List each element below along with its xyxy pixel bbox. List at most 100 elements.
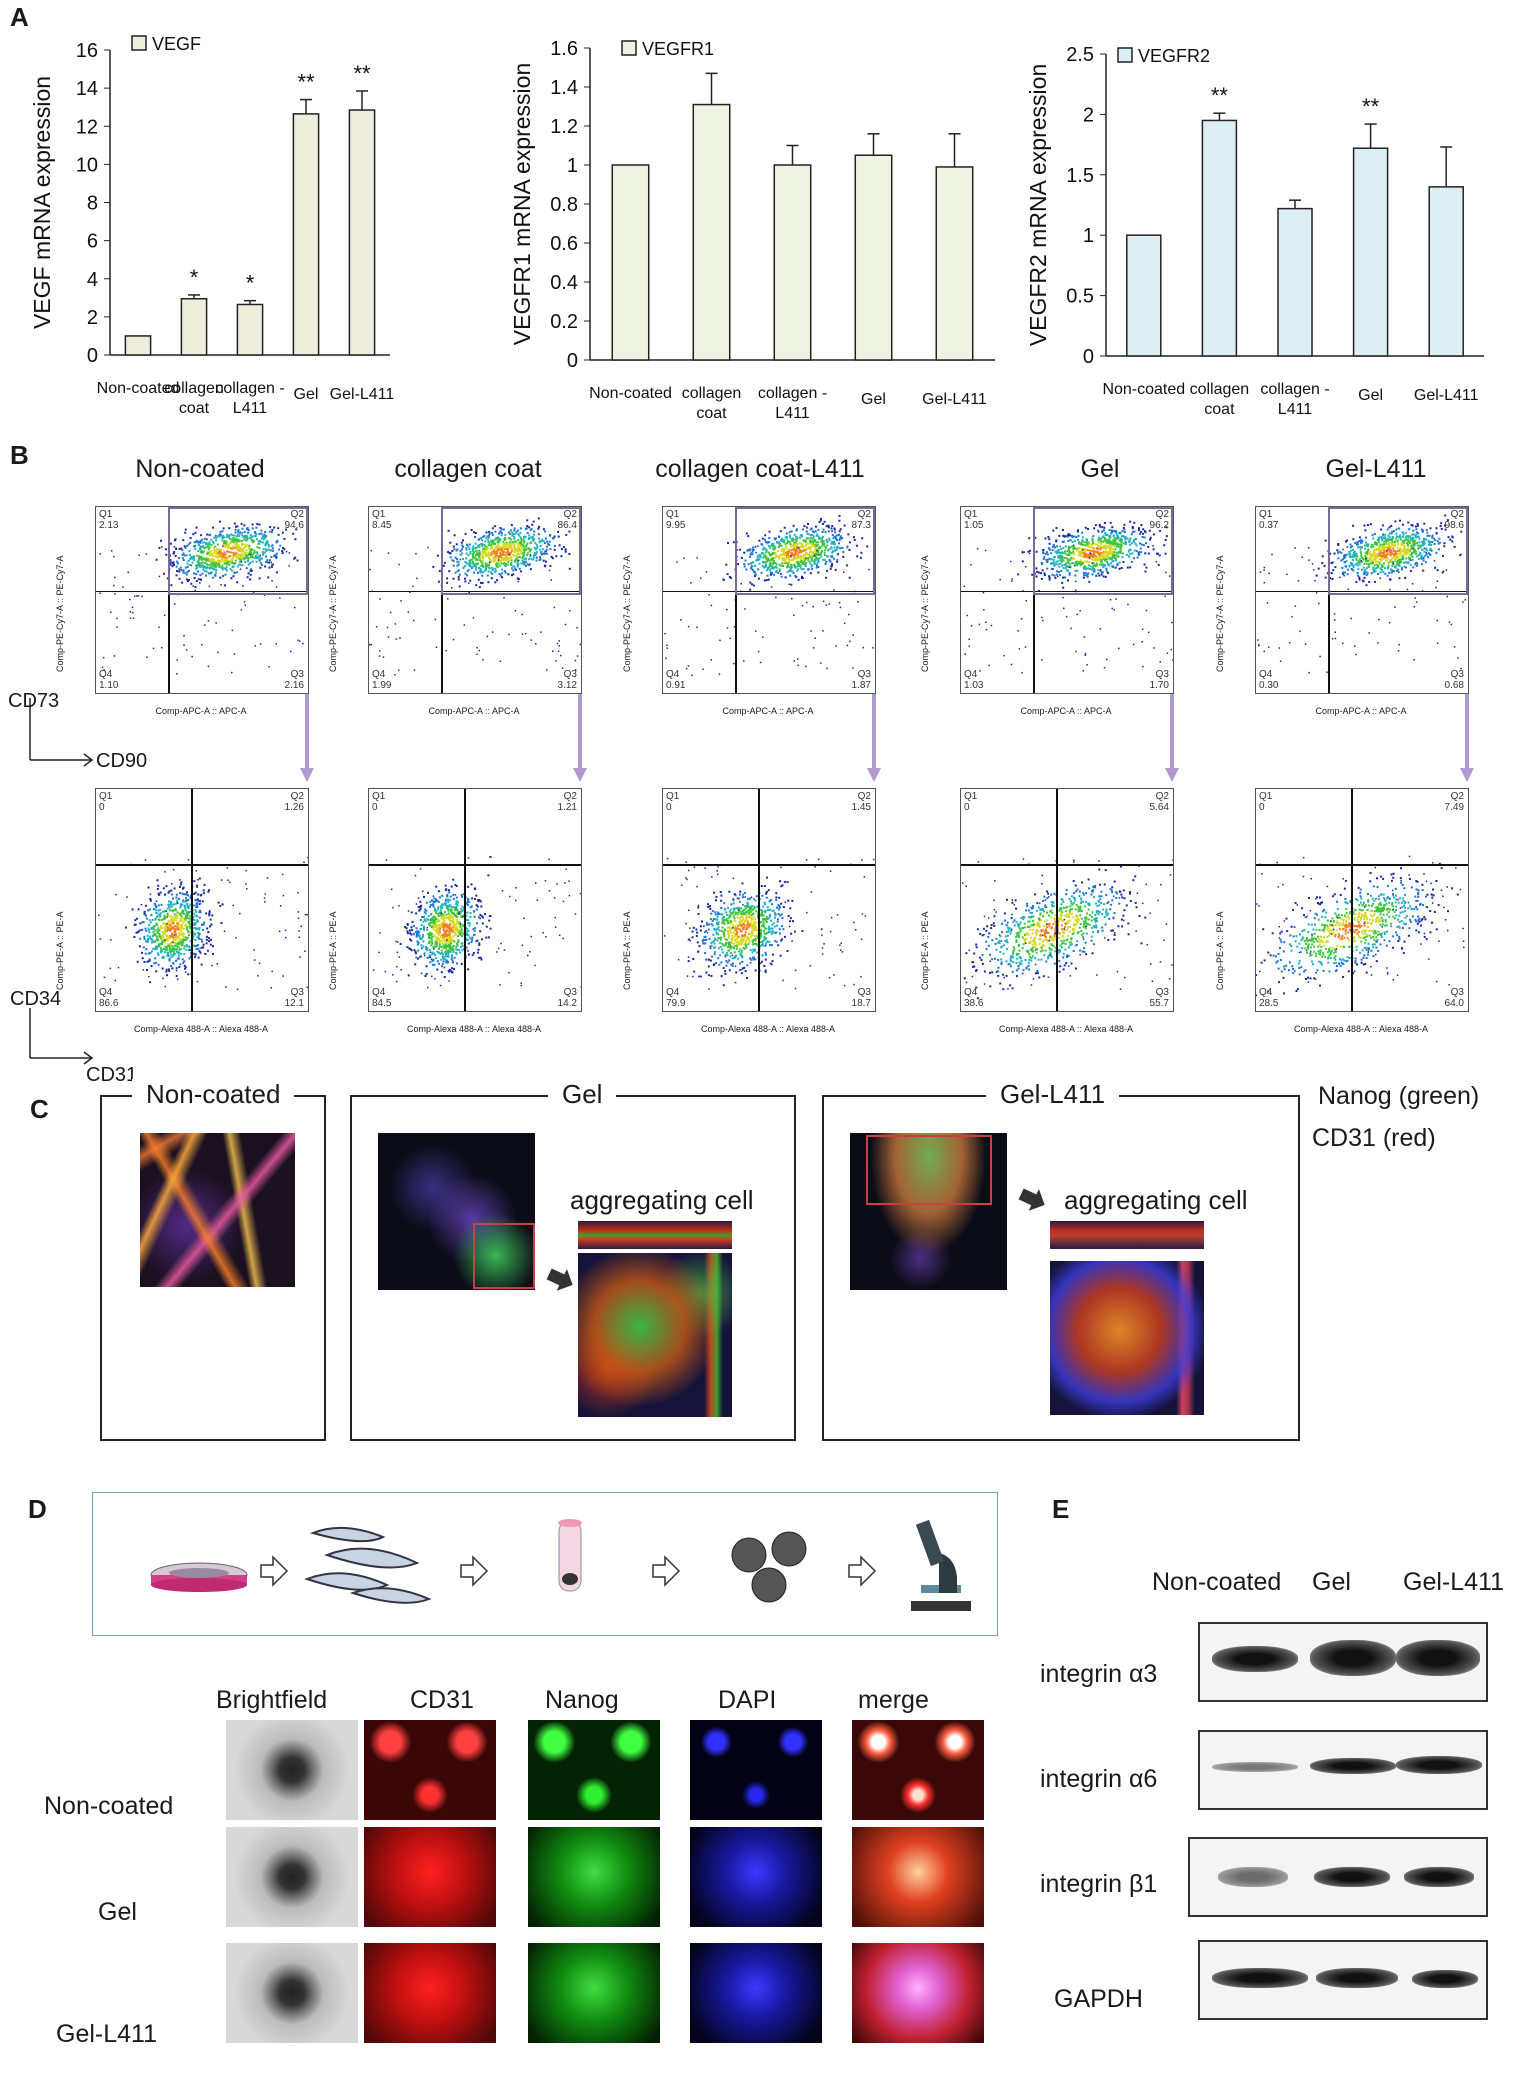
- scatter-points: [961, 858, 1173, 1000]
- panel-c-gel-l411-title: Gel-L411: [986, 1079, 1120, 1110]
- bar: [854, 154, 893, 361]
- flow-x-axis-label: Comp-Alexa 488-A :: Alexa 488-A: [1293, 1024, 1429, 1034]
- cd31-axis-label: CD31: [86, 1064, 138, 1086]
- legend-swatch: [1117, 47, 1133, 63]
- gel-l411-zoom-box: [866, 1135, 992, 1205]
- flow-x-axis-label: Comp-APC-A :: APC-A: [1315, 706, 1407, 716]
- workflow-box: [92, 1492, 998, 1636]
- quadrant-q1-value: Q1 9.95: [666, 509, 686, 531]
- scatter-points: [963, 520, 1173, 674]
- q2-gate: [1033, 507, 1173, 595]
- flow-plot-top-5: Q1 0.37 Q2 98.6 Q3 0.68 Q4 0.30: [1255, 506, 1469, 694]
- flow-y-axis-label: Comp-PE-Cy7-A :: PE-Cy7-A: [55, 555, 65, 672]
- spheroid-icon: [731, 1531, 807, 1603]
- y-tick-label: 1: [567, 155, 578, 177]
- d-row-gel-l411: Gel-L411: [56, 2020, 157, 2048]
- d-row-noncoated: Non-coated: [44, 1792, 174, 1820]
- flow-plot-top-1: Q1 2.13 Q2 94.6 Q3 2.16 Q4 1.10: [95, 506, 309, 694]
- gate-vertical-line: [735, 507, 737, 693]
- d-col-nanog: Nanog: [545, 1686, 619, 1714]
- legend-label: VEGFR2: [1138, 46, 1210, 66]
- d-col-brightfield: Brightfield: [216, 1686, 328, 1714]
- flow-y-axis-label: Comp-PE-Cy7-A :: PE-Cy7-A: [328, 555, 338, 672]
- quadrant-q4-value: Q4 28.5: [1259, 987, 1279, 1009]
- quadrant-q2-value: Q2 94.6: [284, 509, 304, 531]
- quadrant-q2-value: Q2 1.26: [284, 791, 304, 813]
- e-row-integrin-a6: integrin α6: [1040, 1765, 1158, 1793]
- cd31-legend: CD31 (red): [1312, 1124, 1436, 1152]
- workflow-diagram: [150, 1519, 971, 1611]
- x-tick-label: collagen -: [1260, 381, 1329, 398]
- gate-arrow-icon: [573, 694, 587, 789]
- blot-integrin-a6: [1198, 1730, 1488, 1810]
- bar: [1352, 147, 1389, 357]
- quadrant-q3-value: Q3 1.87: [851, 669, 871, 691]
- d-col-cd31: CD31: [410, 1686, 474, 1714]
- q2-gate: [1328, 507, 1468, 595]
- cells-icon: [304, 1526, 432, 1604]
- bar: [773, 164, 812, 361]
- quadrant-q2-value: Q2 87.3: [851, 509, 871, 531]
- workflow-arrow-3: [652, 1555, 681, 1587]
- workflow-arrow-2: [460, 1555, 489, 1587]
- gate-horizontal-line: [663, 864, 875, 866]
- d-tile-brightfield-row3: [226, 1943, 358, 2043]
- blot-integrin-b1: [1188, 1837, 1488, 1917]
- scatter-points: [372, 856, 581, 989]
- d-tile-brightfield-row2: [226, 1827, 358, 1927]
- tube-icon: [558, 1519, 582, 1592]
- flow-x-axis-label: Comp-APC-A :: APC-A: [155, 706, 247, 716]
- quadrant-q4-value: Q4 1.03: [964, 669, 984, 691]
- quadrant-q1-value: Q1 0: [372, 791, 386, 813]
- d-tile-cd31-row2: [364, 1827, 496, 1927]
- x-tick-label: collagen: [164, 380, 224, 397]
- quadrant-q2-value: Q2 1.45: [851, 791, 871, 813]
- q2-gate: [735, 507, 875, 595]
- gate-arrow-icon: [867, 694, 881, 789]
- gate-arrow-icon: [1460, 694, 1474, 789]
- quadrant-q4-value: Q4 1.99: [372, 669, 392, 691]
- quadrant-q3-value: Q3 2.16: [284, 669, 304, 691]
- flow-plot-top-2: Q1 8.45 Q2 86.4 Q3 3.12 Q4 1.99: [368, 506, 582, 694]
- gate-horizontal-line: [96, 590, 308, 593]
- gate-vertical-line: [1351, 789, 1353, 1011]
- x-tick-label: collagen: [682, 385, 742, 402]
- scatter-points: [98, 856, 308, 991]
- legend-label: VEGF: [152, 34, 201, 54]
- x-tick-label: collagen: [1190, 381, 1250, 398]
- y-tick-label: 0.5: [1066, 286, 1094, 308]
- flow-title-2: collagen coat: [394, 455, 542, 483]
- flow-y-axis-label: Comp-PE-A :: PE-A: [622, 911, 632, 990]
- y-tick-label: 16: [76, 40, 98, 62]
- panel-c-noncoated-box: Non-coated: [100, 1079, 326, 1441]
- d-tile-nanog-row1: [528, 1720, 660, 1820]
- panel-label-e: E: [1052, 1494, 1070, 1524]
- quadrant-q3-value: Q3 3.12: [557, 669, 577, 691]
- bar: [348, 109, 376, 356]
- bar: [1277, 207, 1313, 357]
- quadrant-q3-value: Q3 64.0: [1444, 987, 1464, 1009]
- gate-vertical-line: [1056, 789, 1058, 1011]
- quadrant-q3-value: Q3 18.7: [851, 987, 871, 1009]
- y-tick-label: 10: [76, 154, 98, 176]
- panel-c-gel-title: Gel: [548, 1079, 617, 1110]
- y-tick-label: 0.8: [550, 194, 578, 216]
- workflow-arrow-1: [260, 1555, 289, 1587]
- cd73-axis-label: CD73: [8, 690, 60, 712]
- significance-mark: *: [246, 271, 255, 296]
- d-tile-brightfield-row1: [226, 1720, 358, 1820]
- d-tile-nanog-row3: [528, 1943, 660, 2043]
- x-tick-label: collagen -: [758, 385, 827, 402]
- e-col-gel-l411: Gel-L411: [1403, 1568, 1504, 1596]
- x-tick-label: collagen -: [215, 380, 284, 397]
- cd73-cd90-axis-arrows: [29, 698, 94, 767]
- x-tick-label: Non-coated: [1102, 381, 1185, 398]
- quadrant-q3-value: Q3 12.1: [284, 987, 304, 1009]
- gel-xz-projection: [578, 1221, 732, 1249]
- flow-y-axis-label: Comp-PE-A :: PE-A: [55, 911, 65, 990]
- x-tick-label: coat: [1204, 401, 1235, 418]
- x-tick-label: Gel-L411: [330, 386, 395, 403]
- flow-x-axis-label: Comp-Alexa 488-A :: Alexa 488-A: [133, 1024, 269, 1034]
- quadrant-q2-value: Q2 7.49: [1444, 791, 1464, 813]
